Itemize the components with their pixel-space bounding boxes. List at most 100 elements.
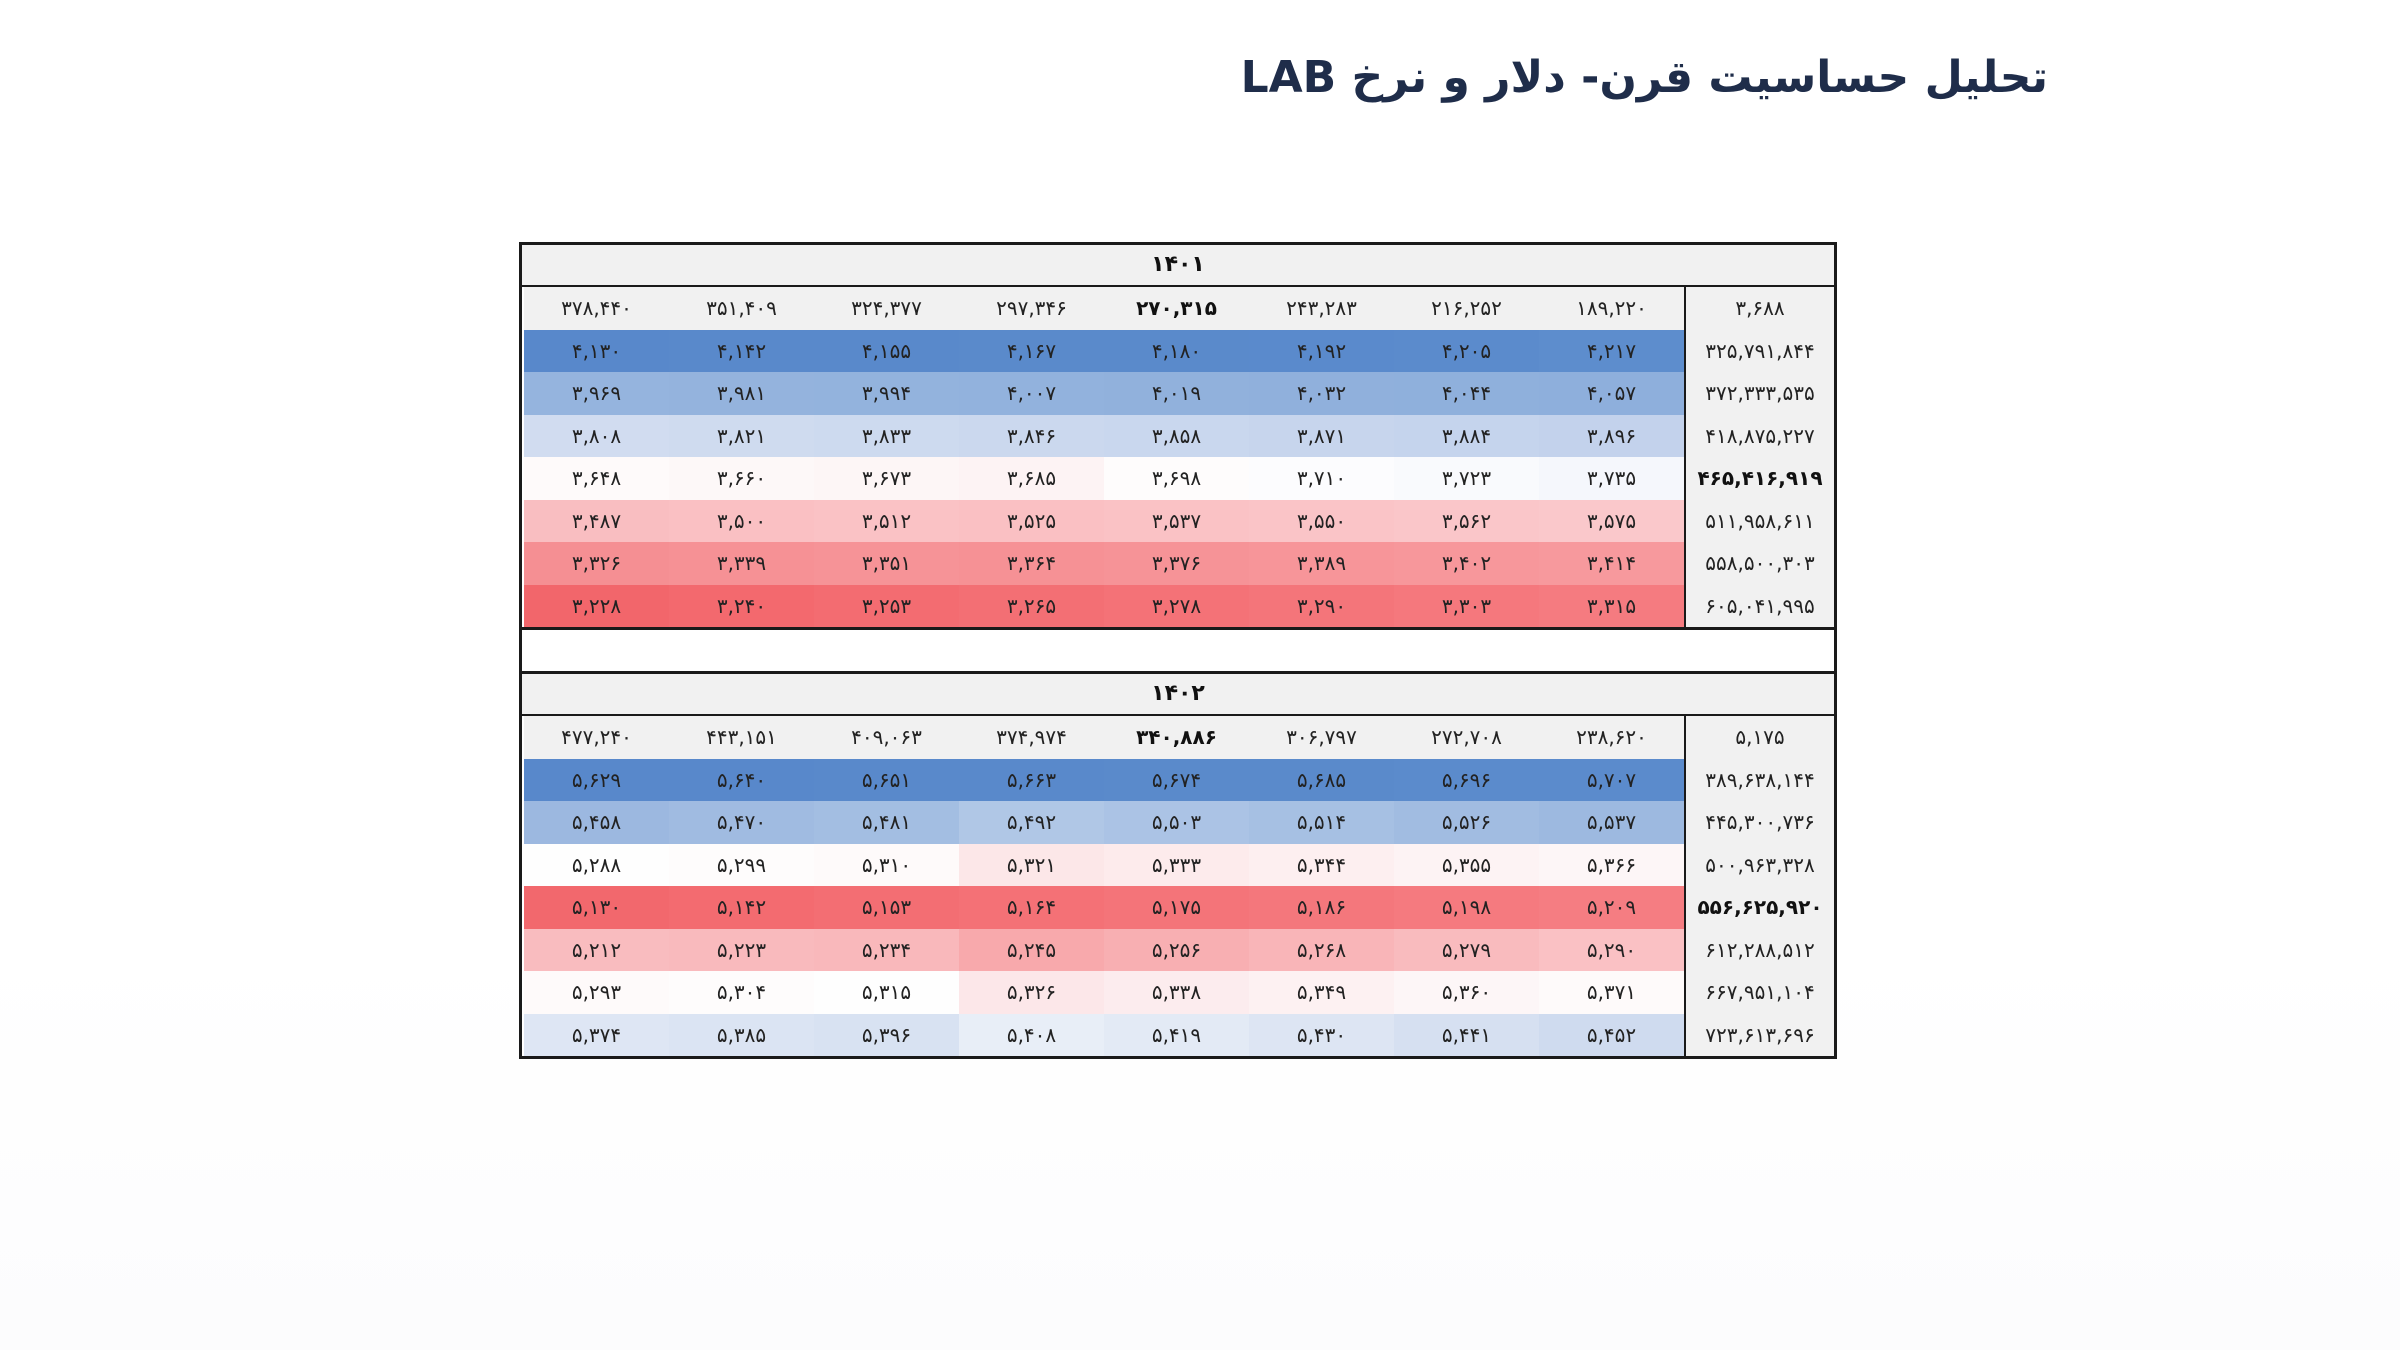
value-cell: ۳,۳۷۶ [1104,542,1249,585]
value-cell: ۳,۶۹۸ [1104,457,1249,500]
row-header: ۴۶۵,۴۱۶,۹۱۹ [1684,457,1834,500]
value-cell: ۴,۲۰۵ [1394,329,1539,372]
value-cell: ۵,۴۷۰ [669,801,814,844]
value-cell: ۴,۰۱۹ [1104,372,1249,415]
value-cell: ۳,۹۹۴ [814,372,959,415]
value-cell: ۳,۷۱۰ [1249,457,1394,500]
column-header: ۲۷۲,۷۰۸ [1394,716,1539,759]
value-cell: ۵,۵۱۴ [1249,801,1394,844]
value-cell: ۳,۲۷۸ [1104,584,1249,627]
table-spacer [519,630,1837,671]
value-cell: ۵,۳۰۴ [669,971,814,1014]
value-cell: ۳,۳۸۹ [1249,542,1394,585]
value-cell: ۳,۶۸۵ [959,457,1104,500]
table-row: ۵۱۱,۹۵۸,۶۱۱ ۳,۵۷۵ ۳,۵۶۲ ۳,۵۵۰ ۳,۵۳۷ ۳,۵۲۵ ۳,۵۱… [522,499,1834,542]
table-row: ۴۶۵,۴۱۶,۹۱۹ ۳,۷۳۵ ۳,۷۲۳ ۳,۷۱۰ ۳,۶۹۸ ۳,۶۸۵ ۳,۶۷… [522,457,1834,500]
value-cell: ۴,۱۹۲ [1249,329,1394,372]
value-cell: ۵,۴۹۲ [959,801,1104,844]
value-cell: ۵,۲۶۸ [1249,928,1394,971]
value-cell: ۳,۷۳۵ [1539,457,1684,500]
value-cell: ۳,۳۱۵ [1539,584,1684,627]
value-cell: ۵,۲۹۳ [524,971,669,1014]
value-cell: ۵,۷۰۷ [1539,758,1684,801]
column-header: ۳۷۸,۴۴۰ [524,287,669,330]
value-cell: ۴,۱۵۵ [814,329,959,372]
sensitivity-table: ۱۴۰۱ ۳,۶۸۸ ۱۸۹,۲۲۰ ۲۱۶,۲۵۲ ۲۴۳,۲۸۳ ۲۷۰,۳۱۵ ۲۹۷… [519,242,1837,1059]
column-header: ۳۴۰,۸۸۶ [1104,716,1249,759]
table-row: ۳۸۹,۶۳۸,۱۴۴ ۵,۷۰۷ ۵,۶۹۶ ۵,۶۸۵ ۵,۶۷۴ ۵,۶۶۳ ۵,۶۵… [522,758,1834,801]
value-cell: ۳,۵۵۰ [1249,499,1394,542]
value-cell: ۵,۲۱۲ [524,928,669,971]
value-cell: ۵,۱۷۵ [1104,886,1249,929]
value-cell: ۵,۴۵۸ [524,801,669,844]
value-cell: ۳,۲۵۳ [814,584,959,627]
value-cell: ۳,۶۷۳ [814,457,959,500]
column-header: ۲۱۶,۲۵۲ [1394,287,1539,330]
value-cell: ۵,۳۲۱ [959,843,1104,886]
value-cell: ۵,۶۴۰ [669,758,814,801]
value-cell: ۵,۶۷۴ [1104,758,1249,801]
value-cell: ۴,۱۴۲ [669,329,814,372]
value-cell: ۵,۲۷۹ [1394,928,1539,971]
value-cell: ۵,۴۸۱ [814,801,959,844]
row-header: ۵۵۶,۶۲۵,۹۲۰ [1684,886,1834,929]
value-cell: ۵,۴۴۱ [1394,1013,1539,1056]
value-cell: ۵,۱۳۰ [524,886,669,929]
table-row: ۳۲۵,۷۹۱,۸۴۴ ۴,۲۱۷ ۴,۲۰۵ ۴,۱۹۲ ۴,۱۸۰ ۴,۱۶۷ ۴,۱۵… [522,329,1834,372]
value-cell: ۳,۳۲۶ [524,542,669,585]
value-cell: ۵,۶۶۳ [959,758,1104,801]
value-cell: ۳,۳۳۹ [669,542,814,585]
value-cell: ۴,۰۵۷ [1539,372,1684,415]
row-header: ۳۷۲,۳۳۳,۵۳۵ [1684,372,1834,415]
value-cell: ۳,۵۰۰ [669,499,814,542]
value-cell: ۵,۲۰۹ [1539,886,1684,929]
value-cell: ۴,۰۴۴ [1394,372,1539,415]
value-cell: ۵,۲۹۹ [669,843,814,886]
value-cell: ۵,۳۳۸ [1104,971,1249,1014]
value-cell: ۳,۳۰۳ [1394,584,1539,627]
value-cell: ۵,۳۷۱ [1539,971,1684,1014]
value-cell: ۵,۳۱۰ [814,843,959,886]
value-cell: ۳,۸۹۶ [1539,414,1684,457]
value-cell: ۵,۱۸۶ [1249,886,1394,929]
value-cell: ۵,۶۸۵ [1249,758,1394,801]
value-cell: ۳,۴۱۴ [1539,542,1684,585]
table-row: ۵۰۰,۹۶۳,۳۲۸ ۵,۳۶۶ ۵,۳۵۵ ۵,۳۴۴ ۵,۳۳۳ ۵,۳۲۱ ۵,۳۱… [522,843,1834,886]
table-row: ۵۵۶,۶۲۵,۹۲۰ ۵,۲۰۹ ۵,۱۹۸ ۵,۱۸۶ ۵,۱۷۵ ۵,۱۶۴ ۵,۱۵… [522,886,1834,929]
value-cell: ۳,۷۲۳ [1394,457,1539,500]
value-cell: ۵,۱۹۸ [1394,886,1539,929]
value-cell: ۵,۳۹۶ [814,1013,959,1056]
value-cell: ۵,۳۴۴ [1249,843,1394,886]
column-header: ۳۰۶,۷۹۷ [1249,716,1394,759]
value-cell: ۳,۲۴۰ [669,584,814,627]
row-header: ۶۰۵,۰۴۱,۹۹۵ [1684,584,1834,627]
value-cell: ۵,۱۶۴ [959,886,1104,929]
year-header: ۱۴۰۱ [522,245,1834,287]
value-cell: ۳,۹۸۱ [669,372,814,415]
corner-value: ۵,۱۷۵ [1684,716,1834,759]
page-title: تحلیل حساسیت قرن- دلار و نرخ LAB [1240,52,2048,103]
value-cell: ۳,۵۳۷ [1104,499,1249,542]
row-header: ۵۰۰,۹۶۳,۳۲۸ [1684,843,1834,886]
column-header: ۲۷۰,۳۱۵ [1104,287,1249,330]
value-cell: ۴,۰۳۲ [1249,372,1394,415]
column-header: ۴۰۹,۰۶۳ [814,716,959,759]
row-header: ۳۲۵,۷۹۱,۸۴۴ [1684,329,1834,372]
row-header: ۵۱۱,۹۵۸,۶۱۱ [1684,499,1834,542]
value-cell: ۵,۳۳۳ [1104,843,1249,886]
value-cell: ۴,۱۸۰ [1104,329,1249,372]
value-cell: ۵,۲۸۸ [524,843,669,886]
row-header: ۷۲۳,۶۱۳,۶۹۶ [1684,1013,1834,1056]
value-cell: ۵,۳۸۵ [669,1013,814,1056]
value-cell: ۳,۲۲۸ [524,584,669,627]
table-row: ۵۵۸,۵۰۰,۳۰۳ ۳,۴۱۴ ۳,۴۰۲ ۳,۳۸۹ ۳,۳۷۶ ۳,۳۶۴ ۳,۳۵… [522,542,1834,585]
value-cell: ۴,۱۶۷ [959,329,1104,372]
corner-value: ۳,۶۸۸ [1684,287,1834,330]
value-cell: ۵,۴۰۸ [959,1013,1104,1056]
column-header: ۲۳۸,۶۲۰ [1539,716,1684,759]
value-cell: ۴,۰۰۷ [959,372,1104,415]
value-cell: ۵,۳۲۶ [959,971,1104,1014]
table-row: ۶۰۵,۰۴۱,۹۹۵ ۳,۳۱۵ ۳,۳۰۳ ۳,۲۹۰ ۳,۲۷۸ ۳,۲۶۵ ۳,۲۵… [522,584,1834,627]
value-cell: ۵,۳۶۰ [1394,971,1539,1014]
